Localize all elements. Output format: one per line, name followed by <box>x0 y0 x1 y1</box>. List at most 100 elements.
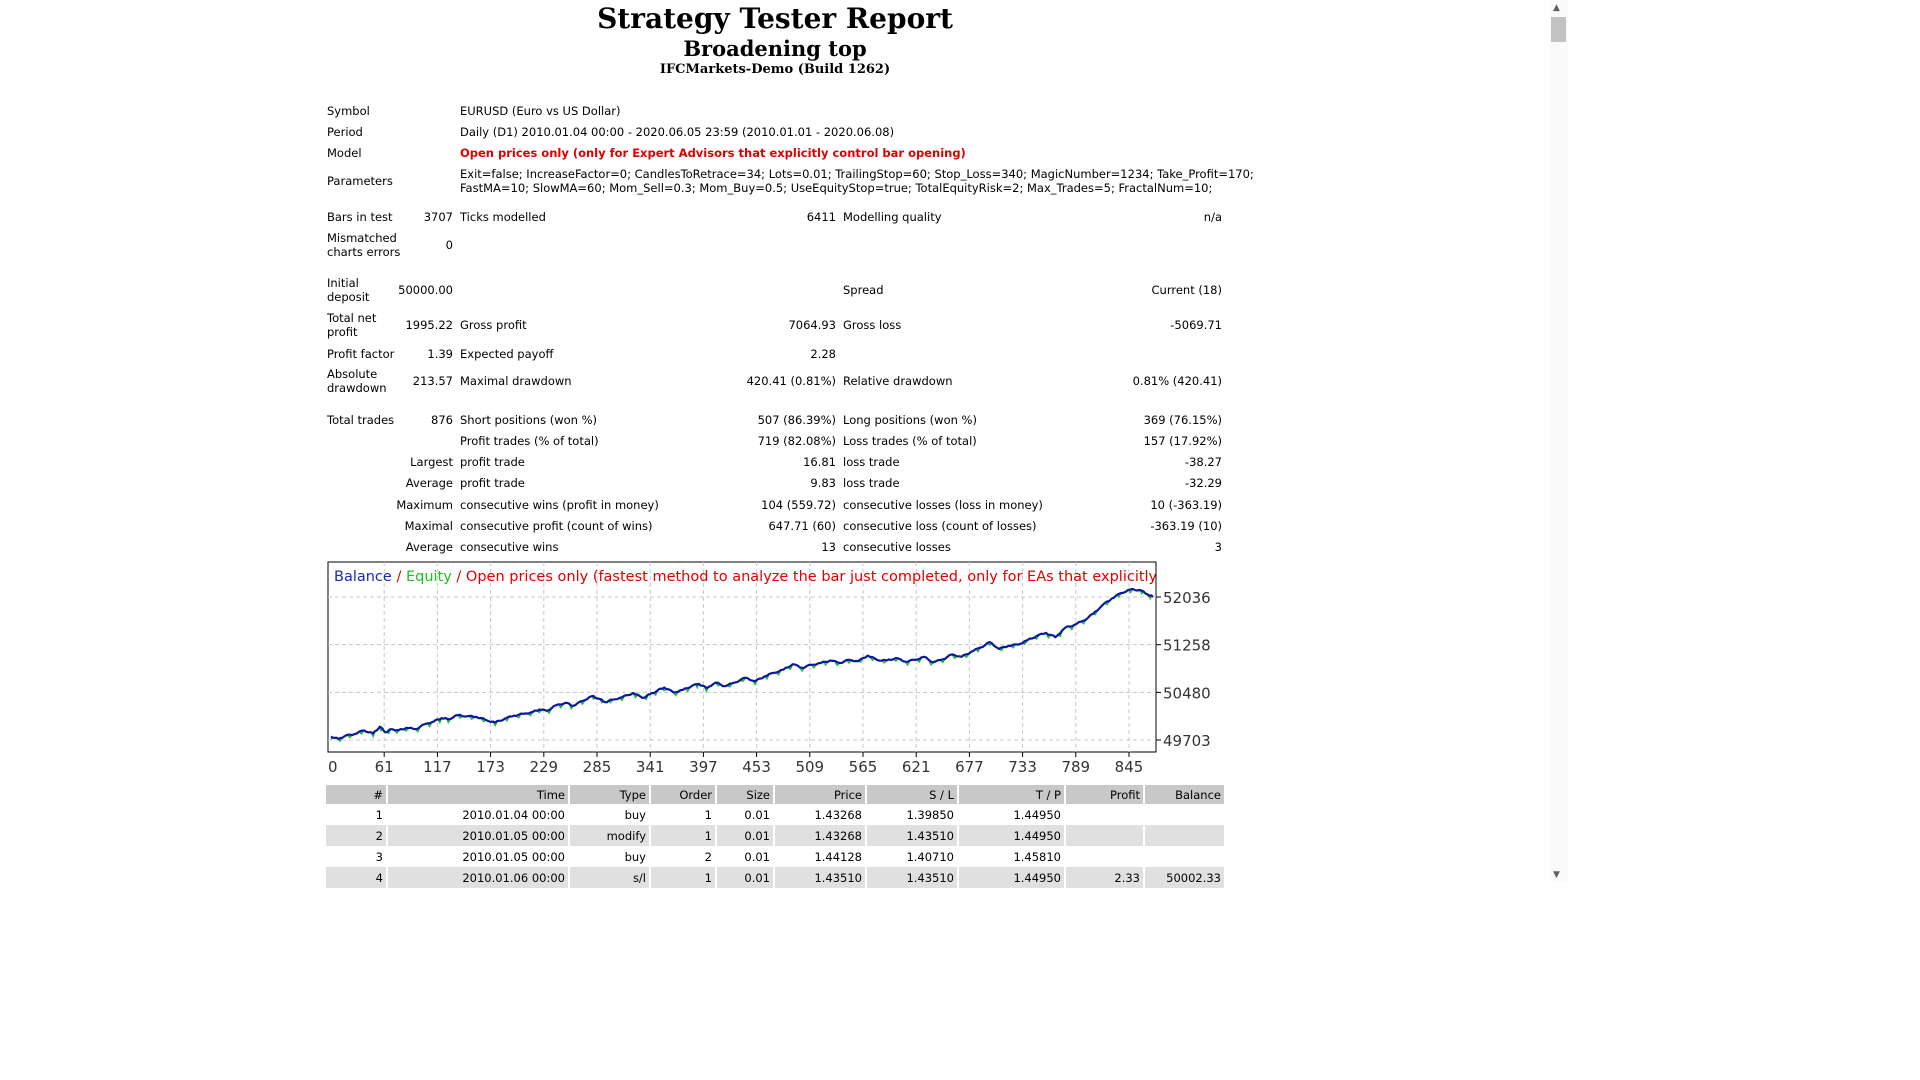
deposit-label-2: deposit <box>327 290 370 304</box>
chart-frame <box>327 561 1157 753</box>
table-row: 1 2010.01.04 00:00 buy 1 0.01 1.43268 1.… <box>326 804 1224 825</box>
cell: 1 <box>651 867 715 888</box>
average-profit-value: 9.83 <box>810 476 836 490</box>
profit-factor-label: Profit factor <box>327 347 395 361</box>
legend-equity: Equity <box>406 569 452 585</box>
cell: 2 <box>704 849 712 864</box>
ticks-label: Ticks modelled <box>460 210 546 224</box>
vertical-scrollbar[interactable] <box>1550 0 1568 882</box>
net-profit-label-1: Total net <box>327 311 377 325</box>
largest-loss-value: -38.27 <box>1184 455 1222 469</box>
scrollbar-thumb[interactable] <box>1551 17 1566 42</box>
cell: 0.01 <box>717 825 773 846</box>
cell <box>1145 846 1224 867</box>
deposit-value: 50000.00 <box>398 283 453 297</box>
abs-drawdown-label-2: drawdown <box>327 381 387 395</box>
avg-consec-wins-label: consecutive wins <box>460 540 559 554</box>
x-tick-label: 789 <box>1061 758 1090 776</box>
x-tick-label: 229 <box>529 758 558 776</box>
cell: 1 <box>375 807 383 822</box>
y-tick-label: 50480 <box>1163 684 1211 702</box>
average-loss-label: loss trade <box>843 476 900 490</box>
largest-label: Largest <box>410 455 453 469</box>
max-consec-losses-value: 10 (-363.19) <box>1150 498 1222 512</box>
cell: modify <box>570 825 649 846</box>
max-drawdown-value: 420.41 (0.81%) <box>746 374 836 388</box>
x-tick-label: 397 <box>689 758 718 776</box>
quality-label: Modelling quality <box>843 210 942 224</box>
x-tick-label: 677 <box>955 758 984 776</box>
symbol-value: EURUSD (Euro vs US Dollar) <box>460 104 621 118</box>
maximum-label: Maximum <box>396 498 453 512</box>
cell: 1.40710 <box>906 849 954 864</box>
trades-table: # Time Type Order Size Price S / L T / P… <box>324 785 1226 888</box>
legend-balance: Balance <box>334 569 392 585</box>
cell <box>1145 825 1224 846</box>
cell: 4 <box>326 867 386 888</box>
spread-label: Spread <box>843 283 884 297</box>
largest-profit-value: 16.81 <box>803 455 836 469</box>
largest-loss-label: loss trade <box>843 455 900 469</box>
max-consec-loss-label: consecutive loss (count of losses) <box>843 519 1037 533</box>
gross-loss-label: Gross loss <box>843 318 902 332</box>
symbol-label: Symbol <box>327 104 370 118</box>
col-size: Size <box>717 785 773 804</box>
mismatch-label-1: Mismatched <box>327 231 397 245</box>
scroll-down-icon[interactable]: ▼ <box>1553 870 1560 880</box>
profit-factor-value: 1.39 <box>427 347 453 361</box>
x-tick-label: 845 <box>1115 758 1144 776</box>
expert-name: Broadening top <box>683 36 867 61</box>
short-positions-value: 507 (86.39%) <box>757 413 836 427</box>
expected-payoff-value: 2.28 <box>810 347 836 361</box>
cell <box>1145 804 1224 825</box>
max-consec-loss-value: -363.19 (10) <box>1150 519 1222 533</box>
cell: 1.44950 <box>959 825 1064 846</box>
max-consec-wins-label: consecutive wins (profit in money) <box>460 498 659 512</box>
profit-trades-label: Profit trades (% of total) <box>460 434 599 448</box>
cell: 1 <box>651 825 715 846</box>
avg-consec-wins-value: 13 <box>821 540 836 554</box>
model-value: Open prices only (only for Expert Adviso… <box>460 146 966 160</box>
average-consec-label: Average <box>405 540 453 554</box>
x-tick-label: 733 <box>1008 758 1037 776</box>
max-consec-profit-value: 647.71 (60) <box>768 519 836 533</box>
cell: 0.01 <box>717 867 773 888</box>
x-tick-label: 285 <box>583 758 612 776</box>
cell: 1.44950 <box>959 867 1064 888</box>
cell: 0.01 <box>744 849 770 864</box>
rel-drawdown-label: Relative drawdown <box>843 374 953 388</box>
long-positions-label: Long positions (won %) <box>843 413 977 427</box>
col-type: Type <box>570 785 649 804</box>
cell: 2010.01.06 00:00 <box>388 867 568 888</box>
cell: 2010.01.04 00:00 <box>462 807 565 822</box>
cell <box>1066 804 1143 825</box>
quality-value: n/a <box>1203 210 1222 224</box>
cell <box>1066 846 1143 867</box>
expected-payoff-label: Expected payoff <box>460 347 554 361</box>
avg-consec-losses-label: consecutive losses <box>843 540 951 554</box>
cell: 2.33 <box>1066 867 1143 888</box>
cell: 1.44128 <box>814 849 862 864</box>
balance-chart: Balance / Equity / Open prices only (fas… <box>327 561 1211 776</box>
average-loss-value: -32.29 <box>1184 476 1222 490</box>
col-profit: Profit <box>1066 785 1143 804</box>
cell: 1.44950 <box>1013 807 1061 822</box>
ticks-value: 6411 <box>806 210 836 224</box>
gross-loss-value: -5069.71 <box>1170 318 1222 332</box>
largest-profit-label: profit trade <box>460 455 525 469</box>
period-label: Period <box>327 125 363 139</box>
cell: 1.43510 <box>867 825 957 846</box>
x-tick-label: 117 <box>423 758 452 776</box>
abs-drawdown-value: 213.57 <box>412 374 453 388</box>
net-profit-label-2: profit <box>327 325 358 339</box>
cell: 50002.33 <box>1145 867 1224 888</box>
scroll-up-icon[interactable]: ▲ <box>1553 3 1560 13</box>
cell: 0.01 <box>744 807 770 822</box>
bars-label: Bars in test <box>327 210 393 224</box>
y-tick-label: 51258 <box>1163 637 1211 655</box>
loss-trades-value: 157 (17.92%) <box>1143 434 1222 448</box>
legend-sep-1: / <box>392 569 406 585</box>
y-tick-label: 52036 <box>1163 589 1211 607</box>
x-tick-label: 509 <box>795 758 824 776</box>
bars-value: 3707 <box>423 210 453 224</box>
